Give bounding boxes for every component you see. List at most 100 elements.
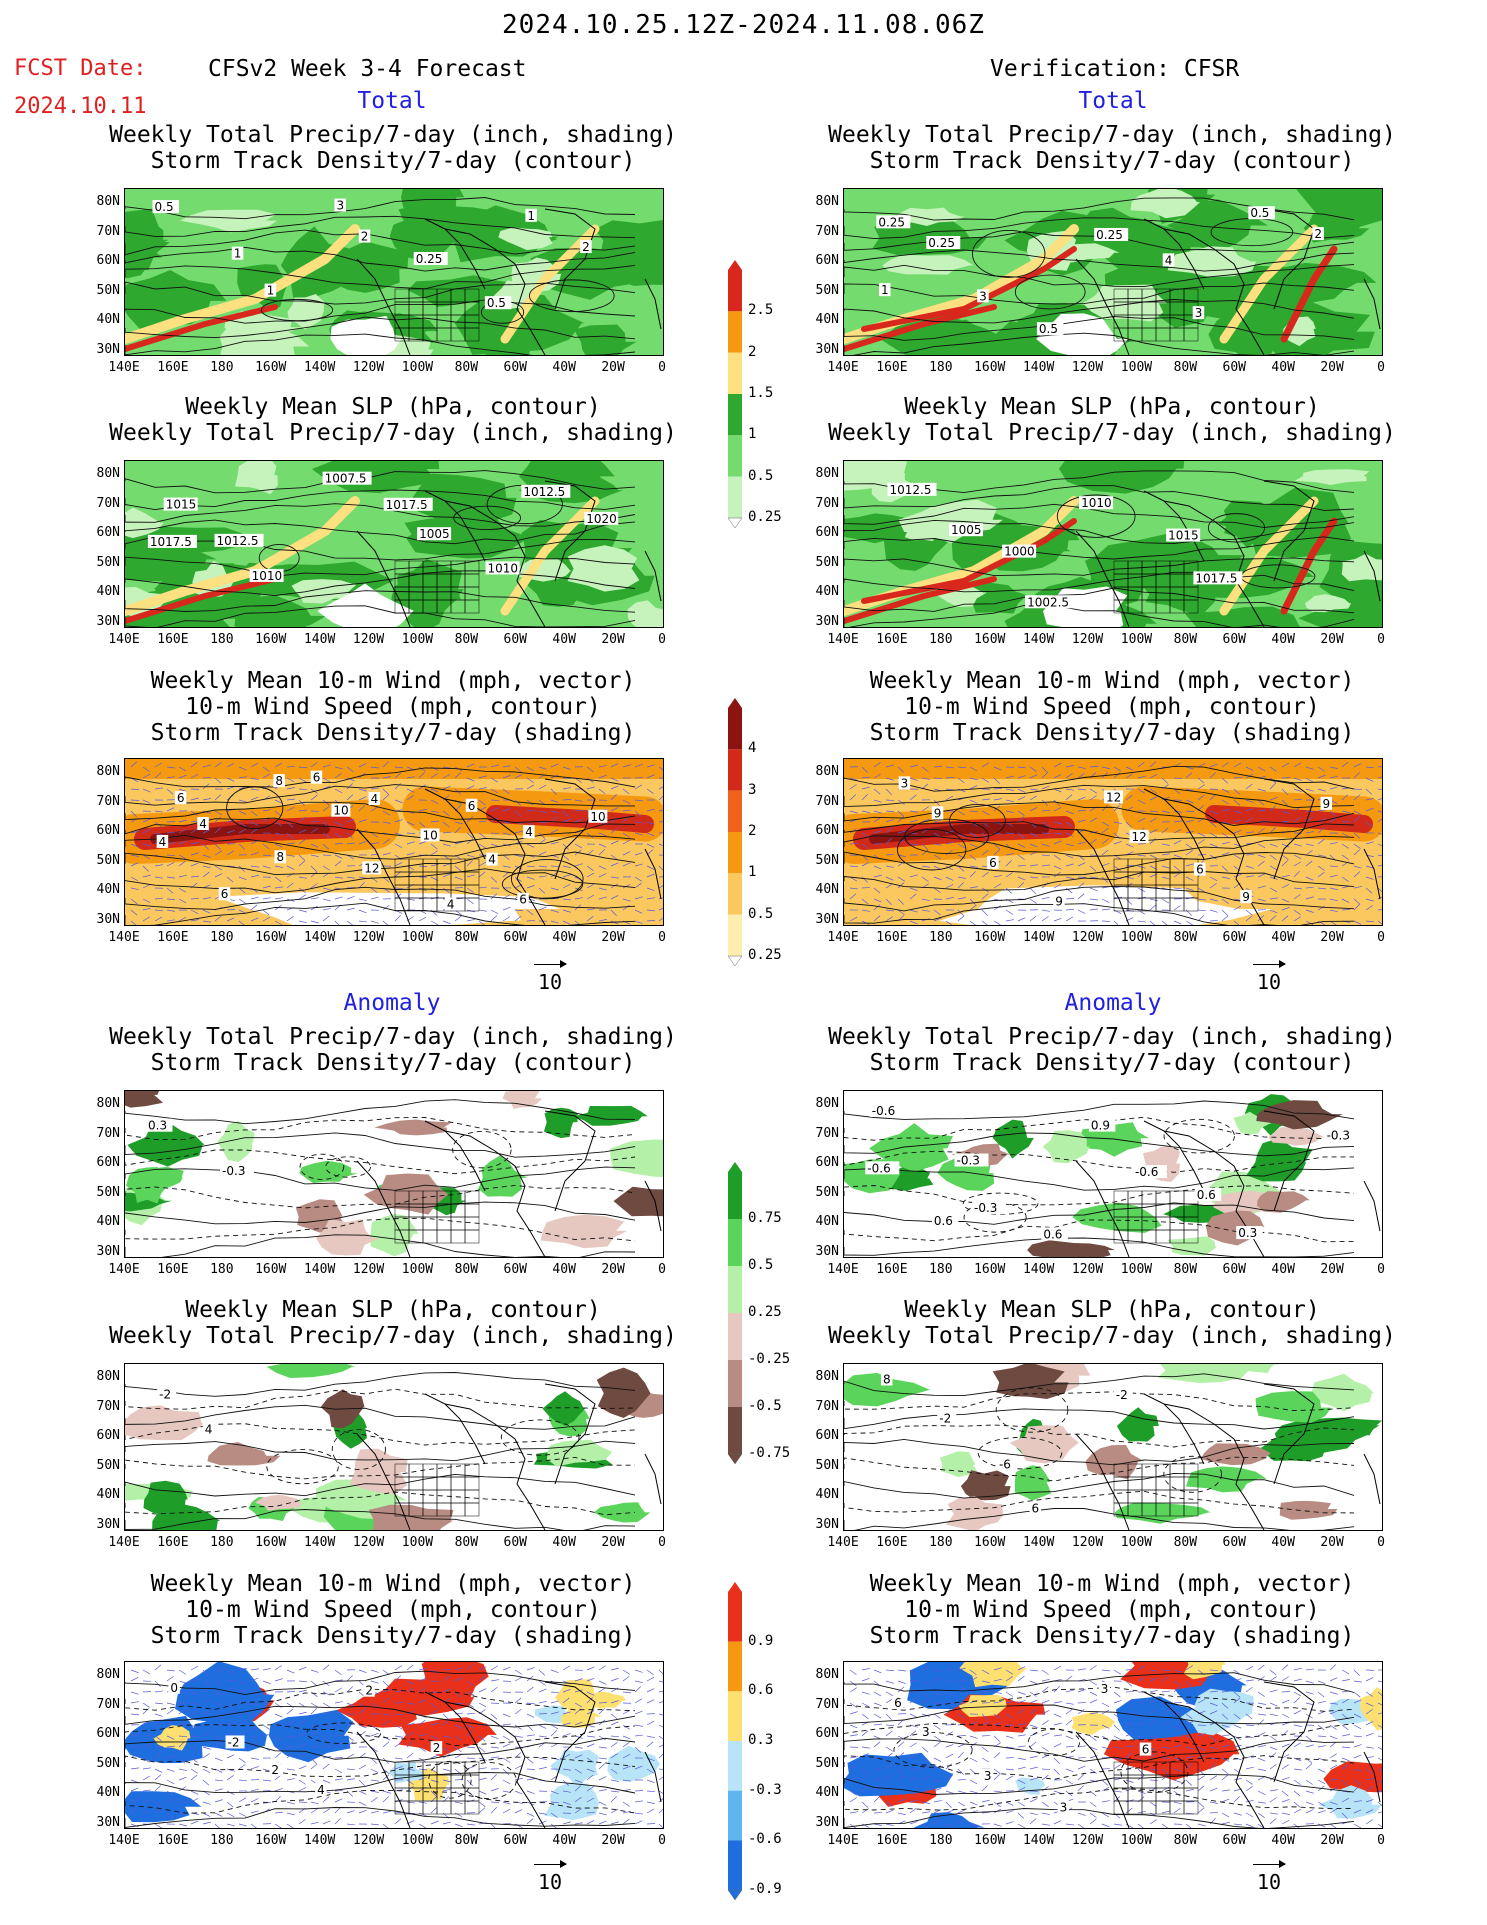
wind-vector: [346, 794, 354, 801]
wind-vector: [286, 787, 295, 790]
wind-vector: [1185, 1702, 1194, 1705]
wind-vector: [562, 1665, 571, 1671]
wind-vector: [1173, 920, 1182, 925]
contour-label: 0.5: [487, 296, 506, 310]
wind-vector: [346, 896, 355, 900]
wind-vector: [514, 909, 523, 912]
wind-vector: [1209, 1746, 1218, 1750]
wind-vector: [406, 795, 414, 801]
contour-line: [844, 821, 1355, 842]
wind-vector: [586, 894, 595, 900]
wind-vector: [1161, 1774, 1169, 1781]
lat-label: 40N: [96, 584, 120, 599]
wind-vector: [358, 920, 367, 923]
contour-closed: [904, 818, 989, 854]
wind-vector: [1005, 1746, 1014, 1749]
shading-region: [412, 473, 517, 523]
wind-vector: [166, 1798, 175, 1803]
wind-vector: [226, 876, 234, 883]
lon-label: 140W: [303, 1262, 336, 1277]
wind-vector: [981, 810, 990, 815]
colorbar-swatch: [728, 270, 742, 312]
wind-vector: [298, 920, 307, 924]
wind-vector: [1209, 919, 1218, 922]
wind-vector: [646, 1741, 654, 1748]
lon-label: 40W: [1271, 1262, 1295, 1277]
lat-label: 80N: [815, 1667, 839, 1682]
coastline: [444, 1701, 486, 1763]
wind-vector: [1257, 799, 1265, 806]
shading-region: [1360, 1687, 1382, 1731]
contour-label: -2: [939, 1412, 951, 1426]
wind-vector: [1161, 1690, 1170, 1693]
wind-vector: [1341, 876, 1349, 882]
lat-label: 70N: [96, 495, 120, 511]
wind-vector: [1077, 796, 1086, 801]
wind-vector: [430, 920, 439, 925]
wind-vector: [202, 829, 211, 834]
wind-vector: [1341, 843, 1349, 849]
wind-vector: [1041, 1710, 1050, 1715]
contour-label: 2: [433, 1741, 441, 1755]
wind-vector: [957, 876, 966, 879]
shading-region: [1201, 1443, 1271, 1466]
wind-vector: [370, 1669, 379, 1673]
wind-vector: [1017, 1787, 1026, 1792]
wind-vector: [1029, 898, 1037, 904]
wind-vector: [1317, 920, 1326, 925]
wind-vector: [933, 1713, 941, 1719]
wind-vector: [1221, 1744, 1230, 1748]
coastline: [644, 1453, 662, 1505]
wind-vector: [634, 863, 643, 867]
wind-vector: [921, 1801, 930, 1804]
wind-vector: [442, 1713, 450, 1720]
contour-label-bg: [465, 798, 478, 812]
wind-vector: [861, 1713, 869, 1720]
wind-vector: [1005, 1775, 1014, 1781]
wind-vector: [130, 909, 138, 916]
shading-region: [266, 1364, 356, 1378]
wind-vector: [322, 1779, 331, 1784]
wind-vector: [1053, 1743, 1062, 1748]
wind-vector: [202, 1698, 211, 1704]
contour-label: 9: [934, 806, 942, 820]
lon-label: 160W: [255, 930, 287, 945]
wind-vector: [1269, 796, 1278, 801]
lon-label: 0: [1377, 1833, 1385, 1848]
wind-vector: [274, 886, 283, 889]
wind-vector: [861, 766, 868, 773]
wind-vector: [1161, 1676, 1169, 1682]
wind-vector: [646, 843, 655, 848]
wind-vector: [238, 1757, 246, 1763]
wind-vector: [969, 810, 979, 812]
wind-vector: [897, 909, 905, 915]
wind-vector: [574, 810, 584, 812]
contour-label: 6: [1142, 1743, 1150, 1757]
wind-vector: [897, 882, 905, 889]
wind-vector: [598, 1812, 607, 1816]
shading-region: [125, 232, 163, 279]
wind-vector: [454, 1790, 462, 1797]
wind-vector: [250, 796, 259, 801]
wind-vector: [849, 1669, 857, 1676]
wind-vector: [1185, 1713, 1193, 1720]
wind-vector: [358, 1708, 366, 1715]
wind-vector: [382, 794, 390, 801]
shading-region: [1279, 1500, 1338, 1520]
wind-vector: [861, 1752, 869, 1759]
wind-vector: [562, 1790, 571, 1793]
wind-vector: [1005, 810, 1014, 813]
wind-vector: [442, 810, 450, 817]
wind-vector: [622, 1810, 631, 1814]
lon-label: 140W: [1022, 1535, 1055, 1550]
wind-vector: [430, 820, 439, 823]
contour-line: [125, 1184, 636, 1209]
lat-label: 80N: [815, 764, 839, 779]
wind-vector: [298, 1753, 306, 1759]
contour-label-bg: [1194, 862, 1206, 876]
wind-vector: [1089, 1699, 1098, 1704]
wind-vector: [358, 1764, 367, 1770]
wind-vector: [909, 1777, 918, 1781]
wind-vector: [1113, 1757, 1122, 1760]
